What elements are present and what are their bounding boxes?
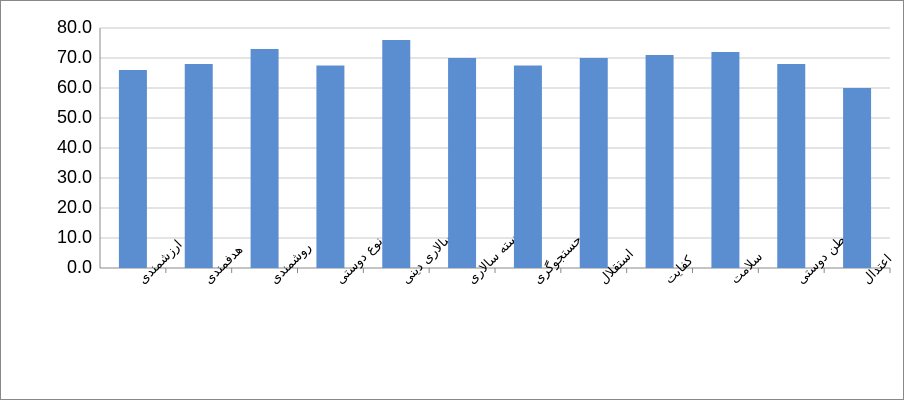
bar <box>711 52 740 268</box>
bar <box>645 55 674 268</box>
bar <box>250 49 279 268</box>
y-tick-label: 70.0 <box>57 47 92 67</box>
bar <box>316 65 345 268</box>
y-tick-label: 0.0 <box>67 257 92 277</box>
bar <box>513 65 542 268</box>
y-tick-label: 20.0 <box>57 197 92 217</box>
bar <box>184 64 213 268</box>
y-tick-label: 30.0 <box>57 167 92 187</box>
bar <box>118 70 147 268</box>
bar <box>579 58 608 268</box>
y-tick-label: 50.0 <box>57 107 92 127</box>
bar <box>777 64 806 268</box>
y-tick-label: 40.0 <box>57 137 92 157</box>
y-tick-label: 10.0 <box>57 227 92 247</box>
bar <box>382 40 411 268</box>
bar <box>448 58 477 268</box>
bar <box>843 88 872 268</box>
y-tick-label: 60.0 <box>57 77 92 97</box>
y-tick-label: 80.0 <box>57 17 92 37</box>
